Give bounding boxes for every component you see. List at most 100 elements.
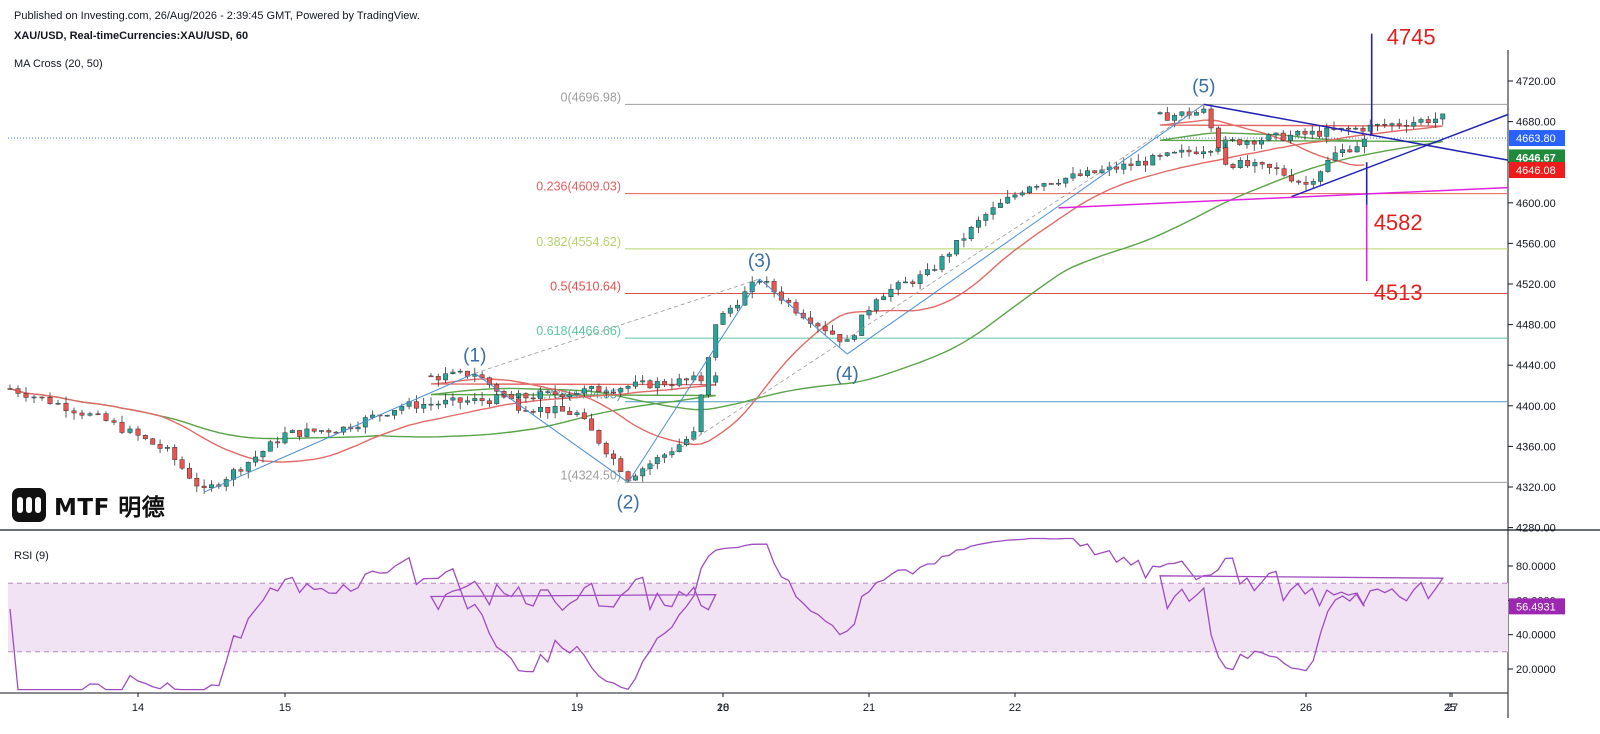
time-tick-label: 15 [279,702,291,714]
candle-body [997,202,1003,208]
candle [881,293,887,300]
candle-body [581,412,587,420]
candle [669,378,675,390]
candle-body [837,333,843,342]
candle-body [1063,177,1069,184]
rsi-band [8,583,1508,652]
candle [1354,141,1360,153]
candle [968,225,974,242]
candle-body [450,371,456,374]
candle-body [574,412,580,415]
candle [1353,126,1359,131]
ma-cross-indicator-label[interactable]: MA Cross (20, 50) [14,58,103,70]
rsi-indicator-label[interactable]: RSI (9) [14,550,49,562]
candle-body [370,414,376,418]
candle [443,367,449,384]
candle [1143,156,1148,173]
price-tick-label: 4360.00 [1516,441,1556,453]
candle [111,418,117,425]
price-badge-label: 4646.67 [1516,152,1556,164]
candle [1230,136,1235,142]
candle [1063,177,1069,188]
time-axis[interactable]: 14 15 18 19 20 21 22 25 26 27 [132,693,1458,714]
candle [640,375,646,385]
candle [742,286,748,306]
candle [289,429,295,434]
candle-body [567,410,573,415]
candle-body [95,413,101,415]
candle-body [399,406,405,411]
candle [939,253,945,273]
candle [428,397,434,411]
candle-body [443,399,449,405]
candle-body [1135,160,1141,166]
candle [1085,166,1090,178]
candle-body [961,238,967,241]
candle [79,410,85,420]
triangle-pattern[interactable] [1058,103,1509,209]
price-tick-label: 4720.00 [1516,76,1556,88]
price-badge [1509,162,1565,179]
candle [552,385,558,399]
candle-body [1186,149,1192,153]
candle [63,396,69,418]
price-tick-label: 4400.00 [1516,401,1556,413]
candle [611,388,616,395]
support-line [1058,186,1509,209]
candle [837,333,843,347]
wave-label: (5) [1192,76,1215,97]
lower-trendline [1291,113,1509,198]
candle-body [1396,123,1402,126]
time-tick-label: 18 [717,702,729,714]
candle-body [1223,147,1229,165]
candle-body [618,388,624,393]
candle-body [457,397,463,403]
fibonacci-retracement[interactable]: 0(4696.98) 0.236(4609.03) 0.382(4554.62) 0.… [536,90,1508,483]
candle-body [23,393,29,398]
candle [859,314,865,336]
elliott-wave[interactable]: (1) (2) (3) (4) (5) [203,76,1215,513]
candle [1070,167,1076,181]
candle [1425,115,1431,126]
candle [822,320,828,336]
candle-body [194,477,200,487]
candle [1281,164,1287,177]
candle-body [267,441,273,452]
candle-body [450,397,456,401]
candle-body [611,453,616,459]
candle [1135,154,1141,166]
candles[interactable] [7,104,1446,494]
candle [632,375,638,390]
candle [428,373,434,378]
candle-body [413,401,419,409]
logo-text: MTF 明德 [54,495,166,521]
candle [179,456,185,471]
candle [545,390,551,395]
candle-body [545,391,551,393]
candle [676,438,682,453]
candle-body [1317,130,1322,137]
candle [1157,153,1163,161]
candle-body [1099,169,1105,174]
candle-body [698,394,704,432]
candle-body [1251,141,1257,145]
candle [472,367,478,383]
candle [684,377,689,386]
candle [231,467,237,487]
price-tick-label: 4440.00 [1516,360,1556,372]
candle [581,385,587,398]
candle [311,428,317,434]
candle [851,334,857,342]
candle-body [201,485,207,489]
candle-body [1114,166,1119,170]
price-targets[interactable]: 4745 4582 4513 [1365,25,1436,305]
candle-body [538,407,543,412]
time-tick-label: 25 [1444,702,1456,714]
candle-body [1425,119,1431,123]
price-tick-label: 4480.00 [1516,320,1556,332]
candle-body [647,380,653,389]
candle-body [164,447,170,449]
